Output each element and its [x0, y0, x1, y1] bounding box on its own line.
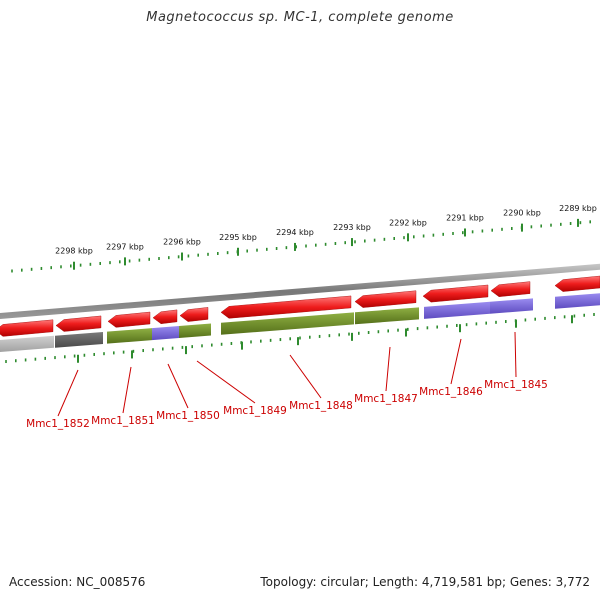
category-block — [490, 298, 533, 314]
gene-labels: Mmc1_1852 Mmc1_1851 Mmc1_1850 Mmc1_1849 Mmc1… — [26, 379, 548, 430]
category-block — [355, 307, 419, 325]
gene-label: Mmc1_1849 — [223, 405, 287, 417]
category-block — [152, 326, 179, 341]
cds-arrow — [220, 295, 352, 319]
gene-label: Mmc1_1847 — [354, 393, 418, 405]
gene-label-leader — [385, 346, 391, 392]
genome-title: Magnetococcus sp. MC-1, complete genome — [146, 10, 454, 25]
kbp-tick-label: 2297 kbp — [106, 242, 144, 251]
category-block — [424, 301, 490, 319]
cds-arrow — [554, 275, 600, 292]
inner-tick-track — [5, 312, 595, 364]
kbp-tick-label: 2293 kbp — [333, 223, 371, 232]
backbone-band — [0, 263, 600, 319]
cds-arrow — [0, 319, 54, 337]
kbp-tick-label: 2292 kbp — [389, 218, 427, 227]
gene-label: Mmc1_1848 — [289, 400, 353, 412]
gene-label-leader — [450, 338, 462, 385]
gene-label-leader — [57, 369, 79, 417]
category-block — [221, 312, 354, 335]
kbp-tick-label: 2291 kbp — [446, 213, 484, 222]
kbp-tick-labels: 2298 kbp 2297 kbp 2296 kbp 2295 kbp 2294 kbp… — [55, 204, 597, 256]
genome-summary-label: Topology: circular; Length: 4,719,581 bp… — [260, 575, 590, 589]
kbp-tick-label: 2296 kbp — [163, 238, 201, 247]
category-block — [0, 335, 54, 352]
cds-arrow — [422, 284, 489, 303]
gene-label: Mmc1_1852 — [26, 418, 90, 430]
kbp-tick-label: 2290 kbp — [503, 209, 541, 218]
cds-arrow — [107, 311, 151, 328]
category-track — [0, 293, 600, 352]
kbp-tick-label: 2289 kbp — [559, 204, 597, 213]
cds-arrow — [55, 315, 102, 332]
accession-label: Accession: NC_008576 — [9, 575, 146, 589]
category-block — [179, 323, 211, 339]
kbp-tick-label: 2294 kbp — [276, 228, 314, 237]
gene-label: Mmc1_1851 — [91, 415, 155, 427]
genome-backbone — [0, 263, 600, 319]
gene-label: Mmc1_1850 — [156, 410, 220, 422]
category-block — [555, 293, 600, 309]
kbp-tick-label: 2295 kbp — [219, 233, 257, 242]
gene-label-leader — [289, 354, 322, 399]
outer-tick-track — [11, 218, 592, 273]
category-block — [107, 328, 152, 344]
cds-arrow — [152, 309, 178, 324]
kbp-tick-label: 2298 kbp — [55, 247, 93, 256]
cds-arrow — [179, 307, 209, 322]
cds-arrow — [354, 290, 417, 308]
gene-label-leaders — [57, 331, 517, 417]
cds-arrow — [490, 281, 531, 297]
gene-label-leader — [514, 331, 517, 378]
gene-label-leader — [196, 360, 256, 404]
gene-label-leader — [167, 363, 189, 409]
forward-cds-track — [0, 275, 600, 337]
gene-label: Mmc1_1846 — [419, 386, 483, 398]
gene-label: Mmc1_1845 — [484, 379, 548, 391]
gene-label-leader — [122, 366, 132, 414]
category-block — [55, 331, 103, 348]
